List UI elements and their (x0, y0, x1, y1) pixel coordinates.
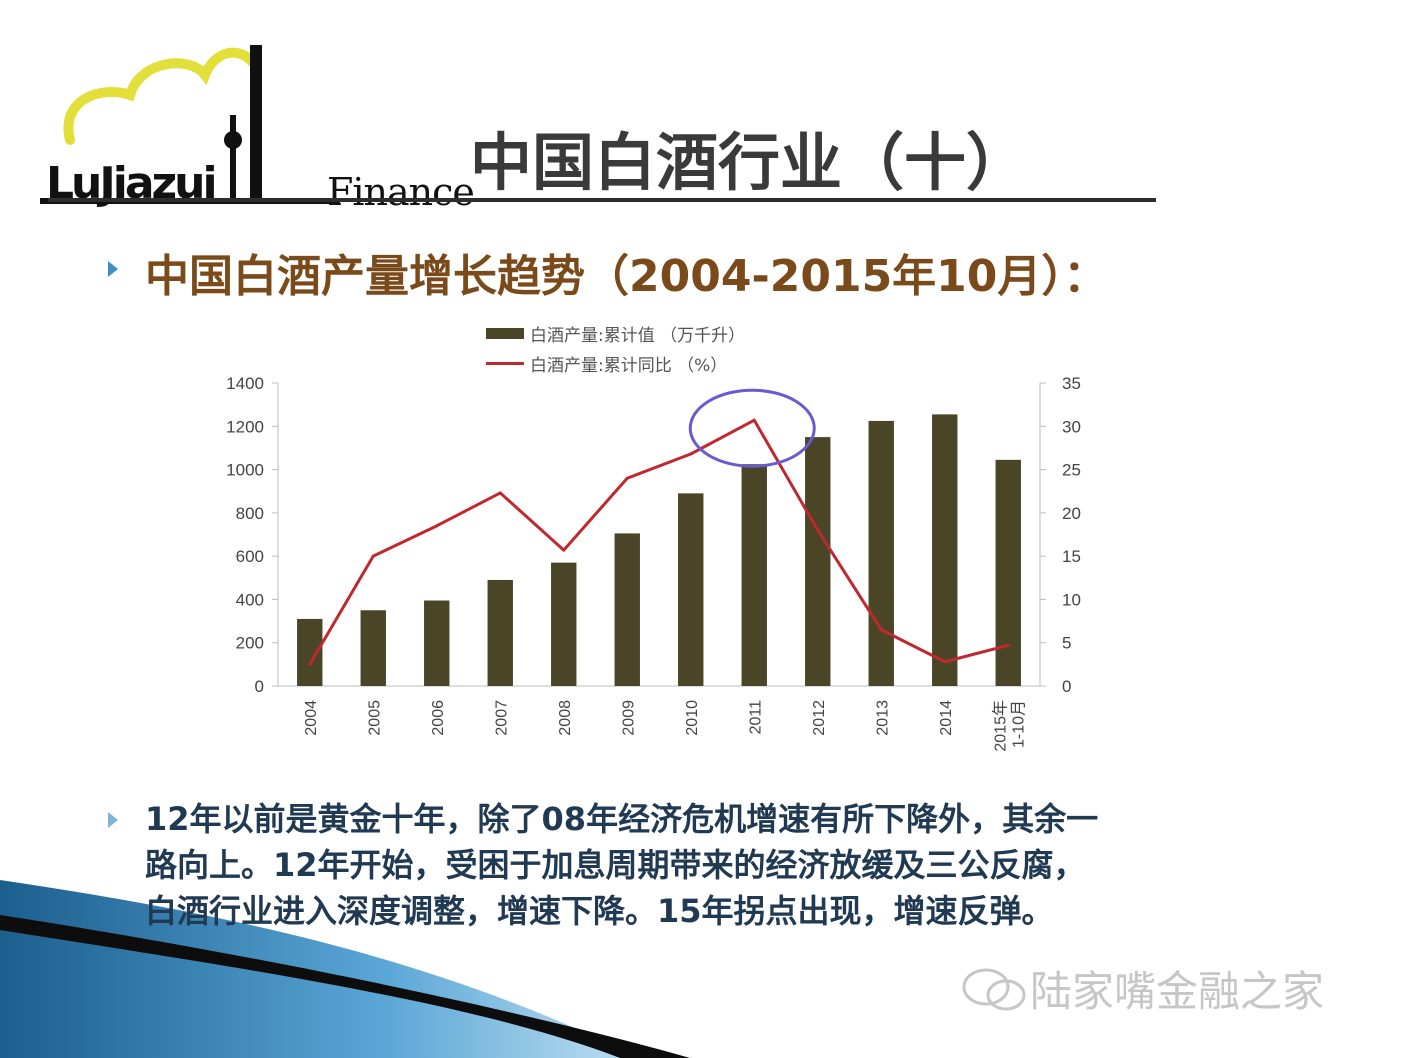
logo: LuJiazui Finance (40, 30, 475, 214)
bar (360, 610, 386, 686)
y-tick-label-left: 1000 (226, 461, 264, 480)
line-point (498, 491, 502, 495)
line-point (816, 528, 820, 532)
legend-label-line: 白酒产量:累计同比 （%） (530, 355, 728, 376)
y-tick-label-left: 800 (236, 504, 264, 523)
y-tick-label-left: 1200 (226, 417, 264, 436)
y-tick-label-right: 30 (1062, 417, 1081, 436)
bar (741, 464, 767, 686)
y-tick-label-left: 1400 (226, 374, 264, 393)
line-point (879, 628, 883, 632)
bar (551, 562, 577, 686)
page-title: 中国白酒行业（十） (470, 126, 1029, 199)
body-line: 路向上。12年开始，受困于加息周期带来的经济放缓及三公反腐， (145, 846, 1086, 884)
bar (424, 600, 450, 686)
y-tick-label-left: 400 (236, 590, 264, 609)
line-point (371, 554, 375, 558)
y-tick-label-right: 35 (1062, 374, 1081, 393)
x-tick-label: 2013 (874, 700, 891, 736)
line-point (435, 524, 439, 528)
line-point (625, 476, 629, 480)
legend-item-bar: 白酒产量:累计值 （万千升） (486, 318, 745, 348)
legend-item-line: 白酒产量:累计同比 （%） (486, 348, 745, 378)
body-paragraph: 12年以前是黄金十年，除了08年经济危机增速有所下降外，其余一 路向上。12年开… (145, 796, 1345, 934)
body-line: 12年以前是黄金十年，除了08年经济危机增速有所下降外，其余一 (145, 800, 1099, 838)
chart: 0 200 400 600 800 1000 1200 1400 0 5 10 15 20 25 30 35 2… (226, 374, 1081, 752)
line-point (689, 452, 693, 456)
line-point (752, 418, 756, 422)
y-tick-label-left: 0 (255, 677, 264, 696)
bar (805, 437, 831, 686)
y-tick-label-right: 25 (1062, 461, 1081, 480)
chart-subtitle: 中国白酒产量增长趋势（2004-2015年10月）： (145, 251, 1108, 302)
triangle-bullet-icon (108, 812, 118, 828)
chart-legend: 白酒产量:累计值 （万千升） 白酒产量:累计同比 （%） (486, 318, 745, 378)
y-tick-label-right: 10 (1062, 590, 1081, 609)
highlight-ellipse (688, 388, 816, 468)
bar (614, 533, 640, 686)
watermark-text: 陆家嘴金融之家 (1030, 967, 1325, 1016)
y-tick-label-right: 0 (1062, 677, 1071, 696)
y-tick-label-right: 15 (1062, 547, 1081, 566)
x-tick-label: 2011 (747, 700, 764, 735)
bar (932, 414, 958, 686)
line-point (1006, 643, 1010, 647)
x-tick-label: 2007 (493, 700, 510, 736)
bar (678, 493, 704, 686)
title-divider (48, 198, 1156, 202)
legend-line-swatch (486, 361, 524, 365)
x-tick-label: 2004 (303, 700, 320, 736)
bar (297, 618, 323, 686)
x-tick-label: 2005 (366, 700, 383, 736)
x-tick-label: 2008 (557, 700, 574, 736)
logo-finance-text: Finance (327, 170, 475, 214)
x-tick-label: 2012 (811, 700, 828, 736)
watermark: 陆家嘴金融之家 (960, 958, 1324, 1019)
body-line: 白酒行业进入深度调整，增速下降。15年拐点出现，增速反弹。 (145, 892, 1054, 930)
line-point (943, 660, 947, 664)
y-tick-label-left: 200 (236, 634, 264, 653)
legend-label-bar: 白酒产量:累计值 （万千升） (530, 325, 746, 346)
y-tick-label-right: 20 (1062, 504, 1081, 523)
bar (995, 459, 1021, 686)
legend-bar-swatch (486, 327, 524, 339)
x-tick-label: 2009 (620, 700, 637, 736)
bar (868, 420, 894, 686)
y-tick-label-left: 600 (236, 547, 264, 566)
y-tick-label-right: 5 (1062, 634, 1071, 653)
x-tick-label: 2010 (684, 700, 701, 736)
line-series (308, 418, 1009, 666)
line-point (562, 548, 566, 552)
wechat-icon (962, 968, 1026, 1010)
triangle-bullet-icon (108, 261, 118, 277)
x-tick-label: 2014 (938, 700, 955, 736)
x-tick-label: 2006 (430, 700, 447, 736)
x-tick-label: 2015年 (991, 700, 1009, 752)
bar (487, 579, 513, 686)
line-point (308, 662, 312, 666)
x-tick-label: 1-10月 (1010, 700, 1027, 748)
